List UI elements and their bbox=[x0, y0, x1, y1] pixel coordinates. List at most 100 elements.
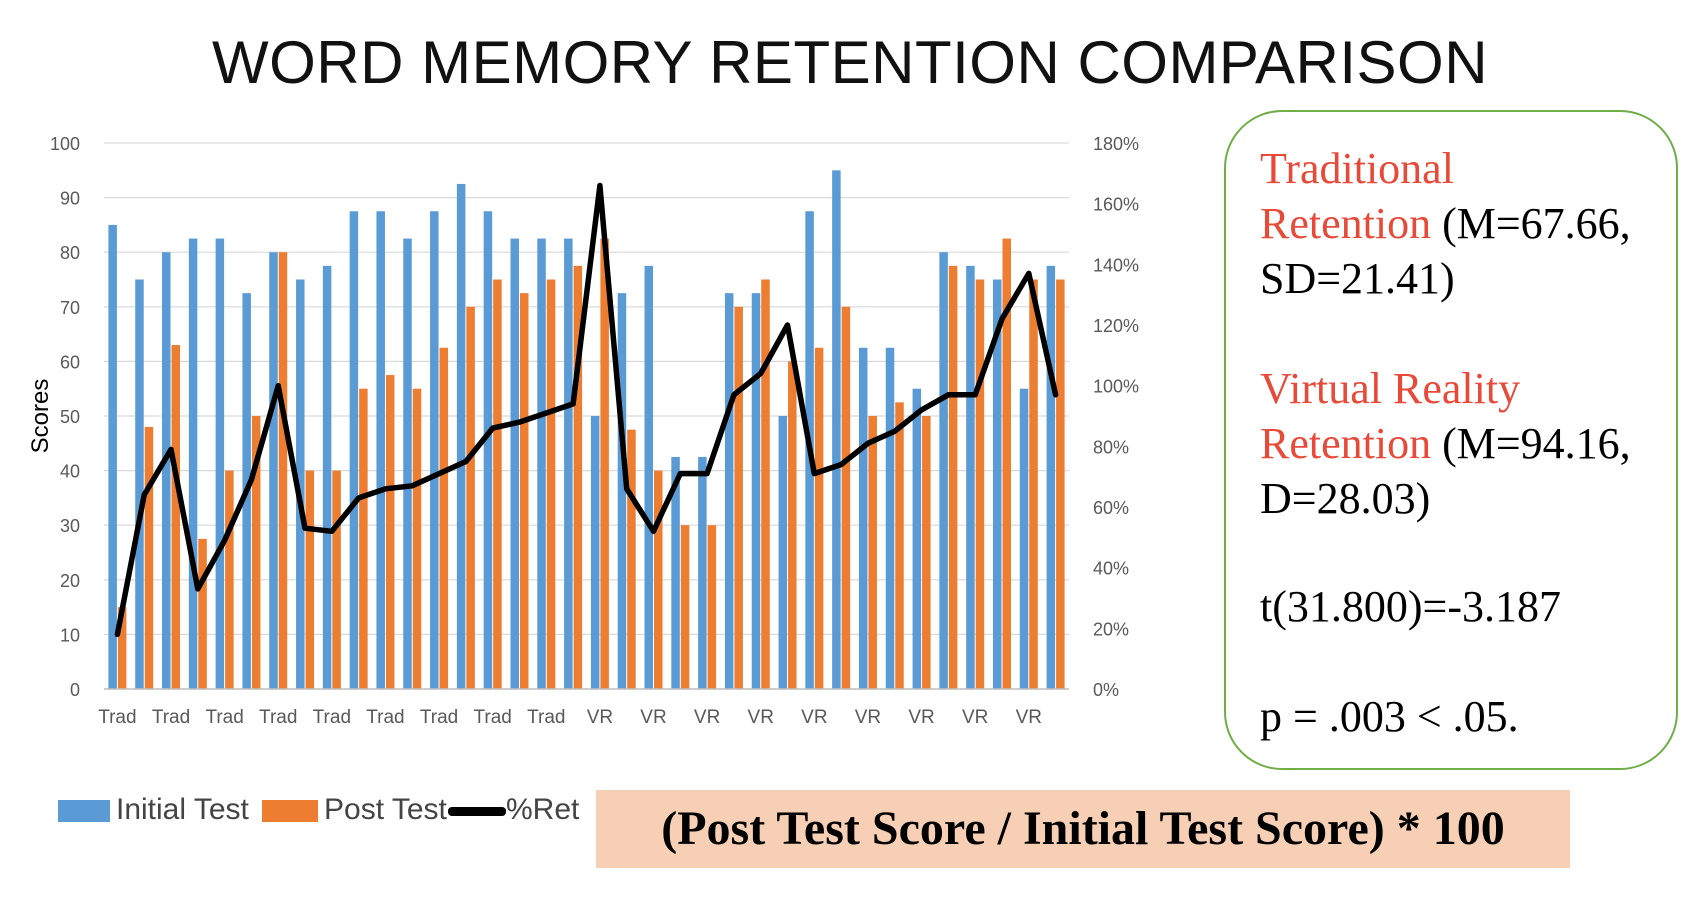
bar-post-test bbox=[332, 470, 341, 689]
bar-initial-test bbox=[403, 238, 412, 690]
bar-post-test bbox=[493, 279, 502, 689]
trad-label-2: Retention bbox=[1260, 199, 1432, 248]
bar-initial-test bbox=[644, 265, 654, 689]
x-tick-label: Trad bbox=[259, 707, 297, 728]
bar-post-test bbox=[278, 252, 288, 689]
y2-tick-label: 80% bbox=[1093, 437, 1129, 457]
bar-post-test bbox=[225, 470, 234, 689]
bar-initial-test bbox=[858, 347, 868, 689]
legend-swatch-post bbox=[262, 800, 318, 823]
vr-sd: D=28.03) bbox=[1260, 474, 1431, 523]
bar-post-test bbox=[573, 265, 583, 689]
legend-retention: %Ret bbox=[448, 790, 579, 830]
bar-post-test bbox=[627, 429, 636, 689]
legend-swatch-initial bbox=[58, 800, 110, 823]
bar-initial-test bbox=[885, 347, 895, 689]
bar-initial-test bbox=[456, 183, 466, 689]
x-tick-label: Trad bbox=[473, 707, 511, 728]
y-tick-label: 40 bbox=[60, 462, 80, 482]
x-tick-label: Trad bbox=[366, 707, 404, 728]
bar-post-test bbox=[841, 306, 851, 689]
bar-post-test bbox=[198, 538, 207, 689]
x-tick-label: Trad bbox=[420, 707, 458, 728]
bar-initial-test bbox=[537, 238, 546, 690]
vr-mean: (M=94.16, bbox=[1431, 419, 1631, 468]
bar-initial-test bbox=[322, 265, 332, 689]
bar-initial-test bbox=[912, 388, 922, 689]
x-tick-label: Trad bbox=[205, 707, 243, 728]
bar-post-test bbox=[385, 375, 395, 689]
bar-initial-test bbox=[564, 238, 573, 690]
x-tick-label: VR bbox=[855, 707, 881, 728]
y-tick-label: 20 bbox=[60, 571, 80, 591]
bar-post-test bbox=[707, 525, 717, 689]
bar-initial-test bbox=[349, 211, 359, 689]
bar-initial-test bbox=[430, 211, 439, 689]
bar-post-test bbox=[171, 345, 181, 689]
legend-label-retention: %Ret bbox=[506, 793, 580, 826]
y-tick-label: 50 bbox=[60, 407, 80, 427]
y-tick-label: 90 bbox=[60, 189, 80, 209]
vr-stat-line-2: Retention (M=94.16, bbox=[1260, 417, 1631, 471]
x-tick-label: VR bbox=[1016, 707, 1042, 728]
y-tick-label: 70 bbox=[60, 298, 80, 318]
bar-initial-test bbox=[215, 238, 225, 690]
bar-post-test bbox=[412, 388, 422, 689]
bar-initial-test bbox=[939, 252, 948, 689]
vr-stat-line-1: Virtual Reality bbox=[1260, 362, 1520, 416]
x-tick-label: VR bbox=[962, 707, 988, 728]
bar-post-test bbox=[895, 402, 904, 689]
y2-tick-label: 120% bbox=[1093, 316, 1139, 336]
bar-initial-test bbox=[188, 238, 198, 690]
bar-initial-test bbox=[724, 293, 734, 689]
y2-tick-label: 0% bbox=[1093, 680, 1119, 700]
bar-post-test bbox=[600, 238, 609, 690]
bar-post-test bbox=[922, 416, 931, 689]
y2-tick-label: 100% bbox=[1093, 377, 1139, 397]
bar-initial-test bbox=[483, 211, 493, 689]
legend-label-initial: Initial Test bbox=[116, 793, 249, 826]
bar-initial-test bbox=[376, 211, 385, 689]
bar-post-test bbox=[761, 279, 770, 689]
vr-label-2: Retention bbox=[1260, 419, 1432, 468]
bar-initial-test bbox=[832, 170, 841, 690]
x-tick-label: VR bbox=[748, 707, 774, 728]
y2-tick-label: 140% bbox=[1093, 255, 1139, 275]
y-tick-label: 30 bbox=[60, 516, 80, 536]
retention-formula: (Post Test Score / Initial Test Score) *… bbox=[596, 790, 1570, 868]
bar-post-test bbox=[439, 347, 449, 689]
bar-post-test bbox=[654, 470, 663, 689]
y-tick-label: 80 bbox=[60, 243, 80, 263]
trad-stat-line-2: Retention (M=67.66, bbox=[1260, 197, 1631, 251]
bar-post-test bbox=[948, 265, 958, 689]
x-tick-label: VR bbox=[801, 707, 827, 728]
p-value-result: p = .003 < .05. bbox=[1260, 692, 1519, 741]
line-retention bbox=[114, 182, 1059, 638]
bar-post-test bbox=[734, 306, 743, 689]
x-tick-label: VR bbox=[694, 707, 720, 728]
chart-area: 0 10 20 30 40 50 60 70 80 90 100 0% 20% 40% 60% 80% 100%… bbox=[27, 134, 1139, 728]
x-tick-label: VR bbox=[908, 707, 934, 728]
legend-initial-test: Initial Test bbox=[58, 790, 249, 830]
bar-initial-test bbox=[751, 293, 761, 689]
trad-mean: (M=67.66, bbox=[1431, 199, 1631, 248]
y-tick-label: 0 bbox=[70, 680, 80, 700]
bar-post-test bbox=[546, 279, 556, 689]
y-axis-label: Scores bbox=[27, 379, 54, 454]
bar-post-test bbox=[144, 426, 154, 689]
bar-initial-test bbox=[296, 279, 305, 689]
y2-tick-label: 20% bbox=[1093, 619, 1129, 639]
vr-label-1: Virtual Reality bbox=[1260, 364, 1521, 413]
bar-initial-test bbox=[108, 224, 117, 689]
y-tick-label: 10 bbox=[60, 625, 80, 645]
bar-post-test bbox=[1029, 279, 1038, 689]
x-tick-label: Trad bbox=[313, 707, 351, 728]
y2-tick-label: 60% bbox=[1093, 498, 1129, 518]
bar-post-test bbox=[519, 293, 529, 689]
bar-post-test bbox=[466, 306, 475, 689]
y2-tick-label: 180% bbox=[1093, 134, 1139, 154]
bar-post-test bbox=[788, 361, 797, 689]
bar-post-test bbox=[117, 607, 127, 689]
statistics-box: Traditional Retention (M=67.66, SD=21.41… bbox=[1224, 110, 1678, 770]
bar-initial-test bbox=[269, 252, 278, 689]
